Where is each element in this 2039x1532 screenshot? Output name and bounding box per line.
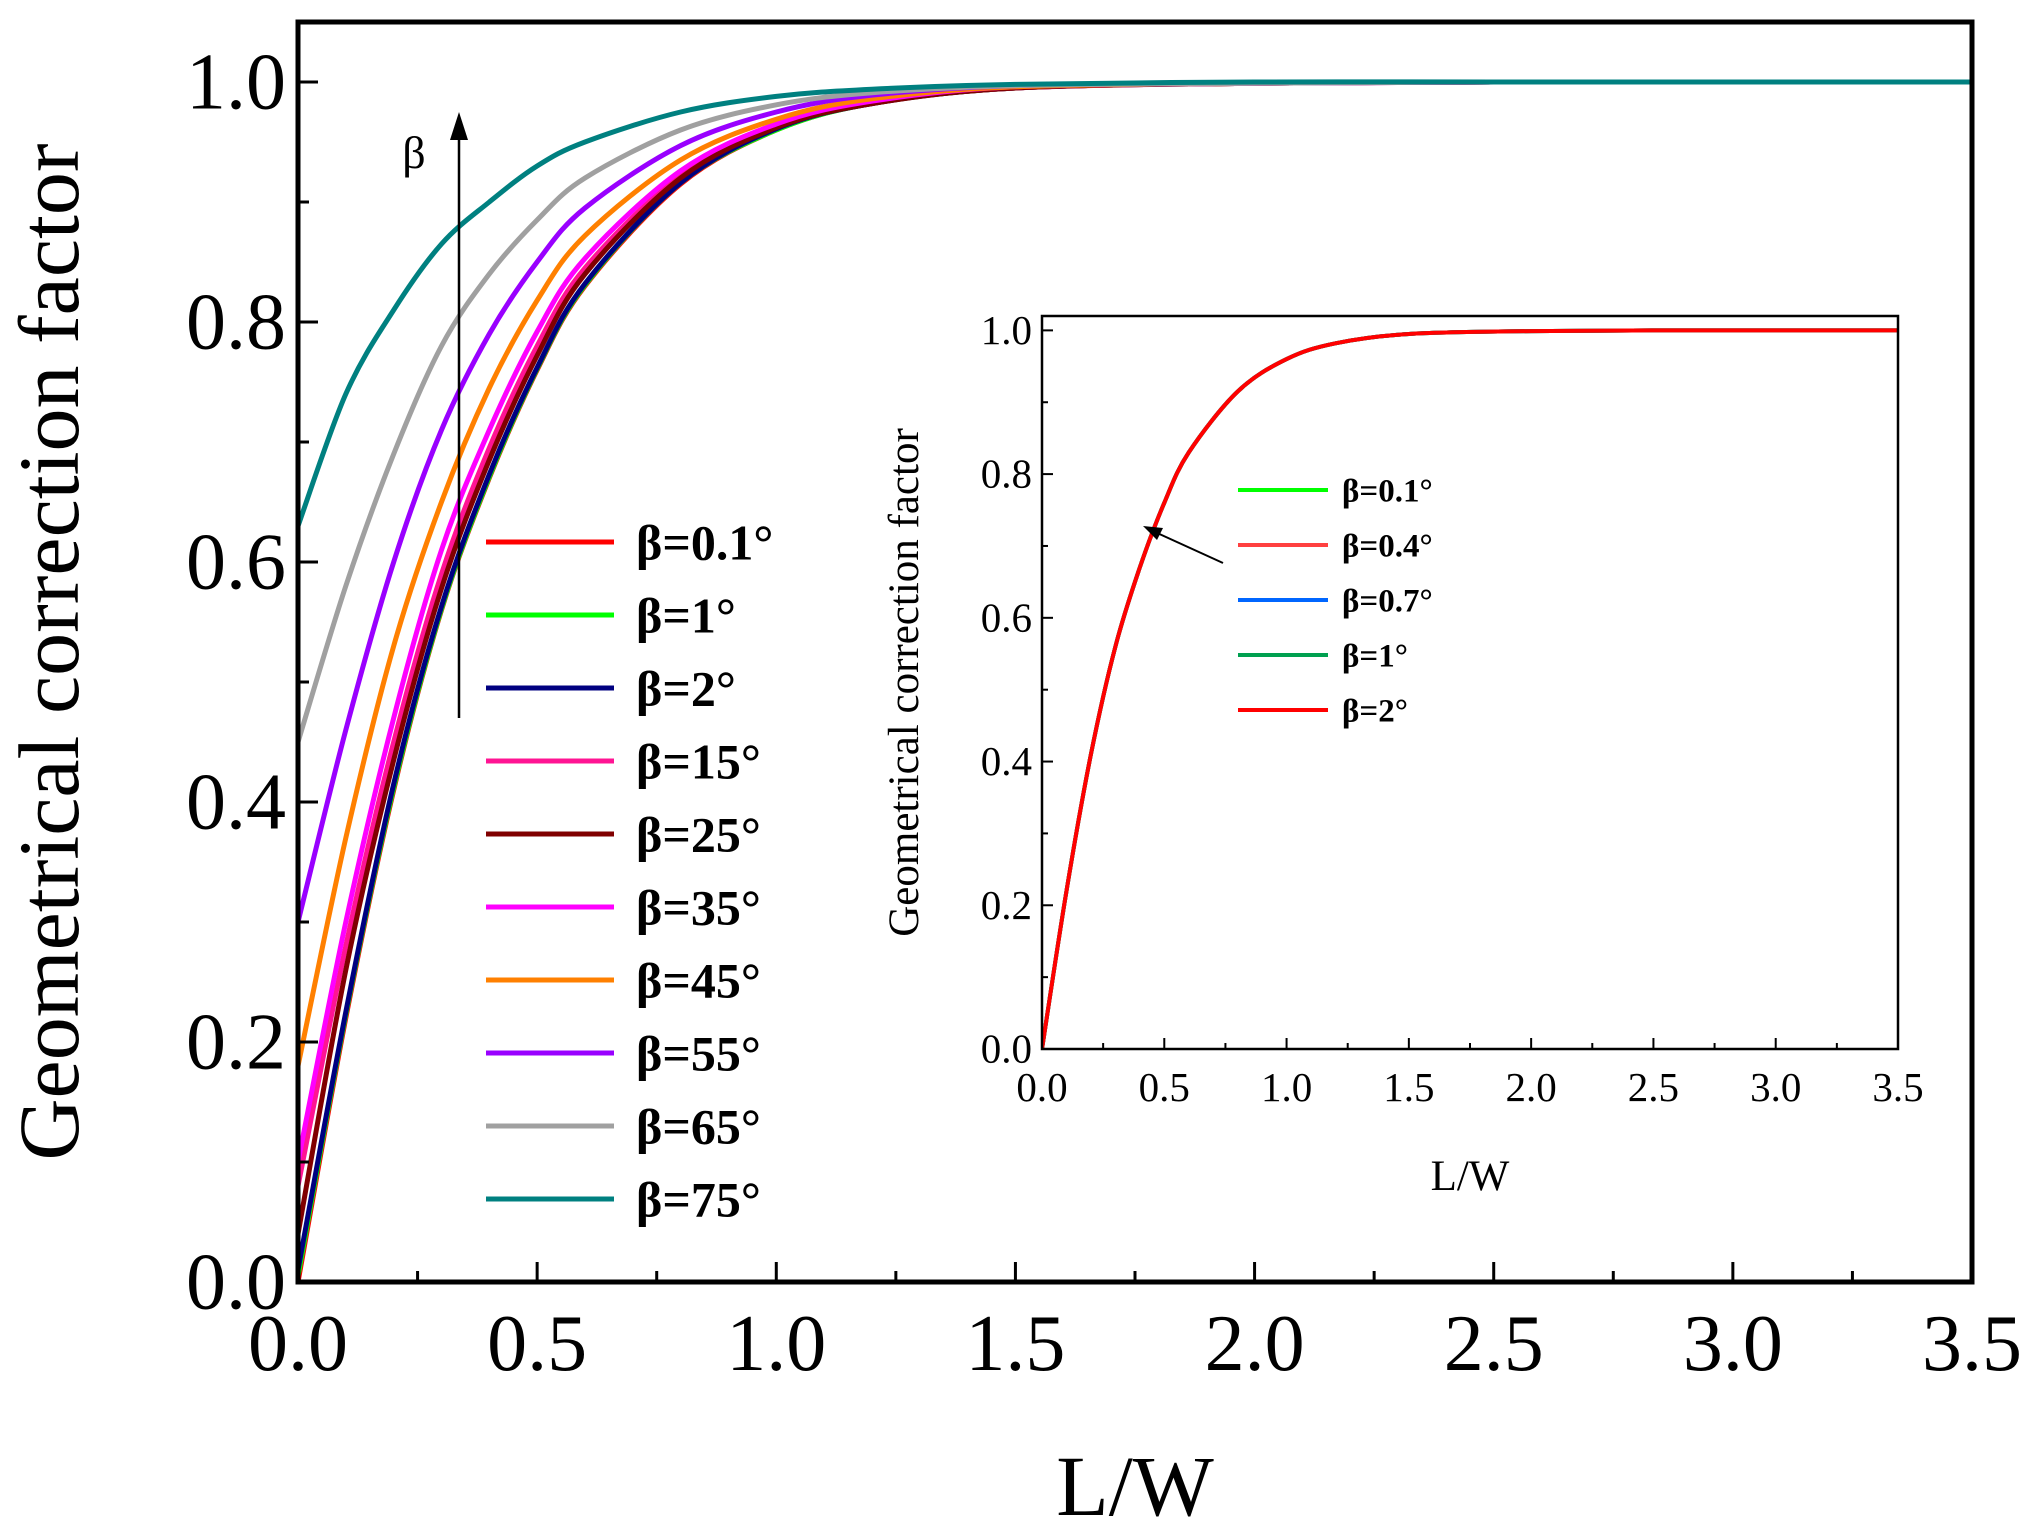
- y-tick-label: 1.0: [981, 307, 1032, 353]
- legend-label: β=65°: [636, 1099, 761, 1155]
- y-axis-title: Geometrical correction factor: [1, 143, 97, 1160]
- y-axis-title: Geometrical correction factor: [881, 428, 928, 937]
- x-tick-label: 0.5: [1139, 1064, 1190, 1110]
- legend-label: β=75°: [636, 1172, 761, 1228]
- x-tick-label: 1.0: [726, 1300, 826, 1388]
- legend-label: β=1°: [636, 588, 736, 644]
- y-tick-label: 0.8: [981, 451, 1032, 497]
- y-tick-label: 0.0: [981, 1026, 1032, 1072]
- x-tick-label: 1.5: [1383, 1064, 1434, 1110]
- x-tick-label: 0.5: [487, 1300, 587, 1388]
- x-tick-label: 0.0: [1016, 1064, 1067, 1110]
- inset-pointer-head: [1143, 526, 1163, 540]
- series-line-β=75°: [298, 79, 1972, 527]
- legend-label: β=35°: [636, 880, 761, 936]
- y-tick-label: 0.4: [981, 738, 1032, 784]
- legend-label: β=15°: [636, 734, 761, 790]
- y-tick-label: 1.0: [186, 38, 286, 126]
- main-chart: 0.0 0.5 1.0 1.5 2.0 2.5 3.0 3.5 0.0 0.2 0.4 0.6 0.8 1…: [1, 19, 2022, 1532]
- y-tick-label: 0.6: [186, 518, 286, 606]
- y-tick-label: 0.4: [186, 758, 286, 846]
- x-tick-label: 3.5: [1872, 1064, 1923, 1110]
- y-tick-label: 0.2: [981, 882, 1032, 928]
- legend-label: β=0.7°: [1342, 584, 1433, 620]
- legend-label: β=55°: [636, 1026, 761, 1082]
- plot-background: [1042, 316, 1898, 1049]
- x-tick-label: 1.5: [965, 1300, 1065, 1388]
- x-tick-label: 3.5: [1922, 1300, 2022, 1388]
- x-tick-label: 1.0: [1261, 1064, 1312, 1110]
- beta-arrow-head: [450, 112, 468, 140]
- series-line-β=2°: [1042, 328, 1898, 1049]
- legend-label: β=2°: [1342, 694, 1408, 730]
- x-tick-label: 2.5: [1628, 1064, 1679, 1110]
- y-tick-label: 0.2: [186, 998, 286, 1086]
- inset-pointer-shaft: [1154, 531, 1224, 564]
- legend-label: β=25°: [636, 807, 761, 863]
- x-axis-title: L/W: [1056, 1438, 1214, 1532]
- x-tick-label: 2.5: [1444, 1300, 1544, 1388]
- y-tick-label: 0.0: [186, 1238, 286, 1326]
- legend-label: β=45°: [636, 953, 761, 1009]
- legend-label: β=0.1°: [1342, 474, 1433, 510]
- x-tick-label: 3.0: [1750, 1064, 1801, 1110]
- legend-label: β=1°: [1342, 639, 1408, 675]
- legend-label: β=2°: [636, 661, 736, 717]
- y-tick-label: 0.6: [981, 594, 1032, 640]
- x-tick-label: 3.0: [1683, 1300, 1783, 1388]
- series-group: [298, 79, 1972, 1282]
- series-group: [1042, 328, 1898, 1049]
- legend-label: β=0.4°: [1342, 529, 1433, 565]
- x-tick-label: 2.0: [1506, 1064, 1557, 1110]
- legend-label: β=0.1°: [636, 515, 773, 571]
- y-tick-label: 0.8: [186, 278, 286, 366]
- x-tick-label: 0.0: [248, 1300, 348, 1388]
- beta-arrow-label: β: [402, 127, 425, 178]
- inset-chart: 0.0 0.5 1.0 1.5 2.0 2.5 3.0 3.5 0.0 0.2 0.4 0.6 0.8 1…: [881, 307, 1924, 1200]
- x-tick-label: 2.0: [1205, 1300, 1305, 1388]
- x-axis-title: L/W: [1431, 1153, 1510, 1200]
